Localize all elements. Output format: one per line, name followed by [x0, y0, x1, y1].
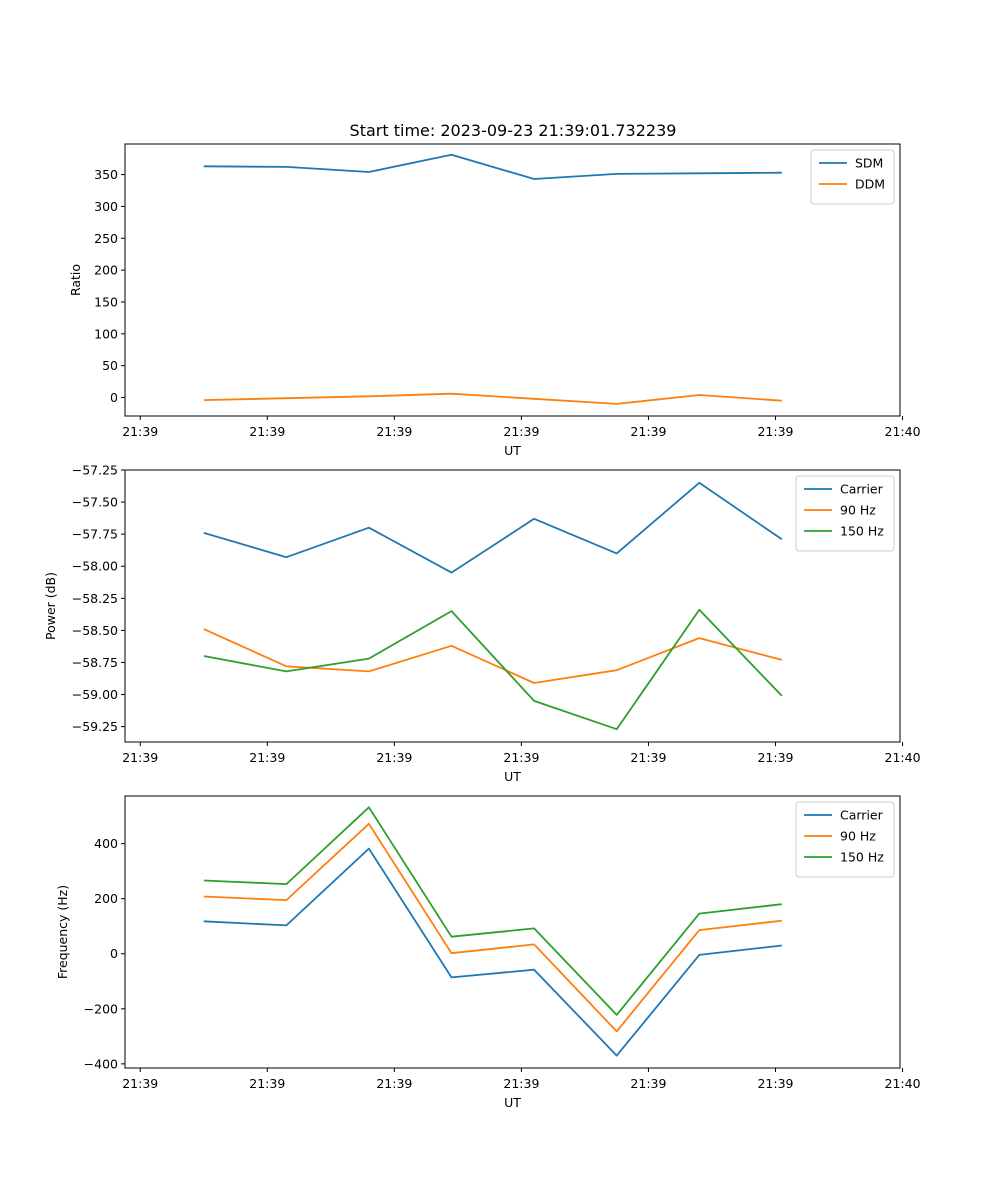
- frequency-x-tick-label: 21:40: [885, 1076, 921, 1091]
- frequency-legend-label-carrier: Carrier: [840, 808, 884, 823]
- power-x-tick-label: 21:40: [885, 750, 921, 765]
- power-y-tick-label: −57.25: [72, 463, 118, 478]
- frequency-y-tick-label: 0: [110, 946, 118, 961]
- ratio-y-tick-label: 0: [110, 390, 118, 405]
- ratio-x-tick-label: 21:40: [885, 424, 921, 439]
- frequency-x-tick-label: 21:39: [122, 1076, 158, 1091]
- ratio-legend-label-sdm: SDM: [855, 156, 883, 171]
- power-y-tick-label: −59.00: [72, 687, 118, 702]
- ratio-y-tick-label: 150: [94, 294, 118, 309]
- power-legend-label-90-hz: 90 Hz: [840, 503, 876, 518]
- power-series-90-hz-line: [203, 628, 783, 684]
- ratio-x-tick-label: 21:39: [122, 424, 158, 439]
- ratio-y-tick-label: 250: [94, 231, 118, 246]
- frequency-y-axis-label: Frequency (Hz): [55, 885, 70, 979]
- frequency-y-tick-label: −400: [84, 1056, 118, 1071]
- power-x-tick-label: 21:39: [630, 750, 666, 765]
- ratio-x-tick-label: 21:39: [630, 424, 666, 439]
- frequency-series-90-hz-line: [203, 822, 782, 1033]
- ratio-x-tick-label: 21:39: [503, 424, 539, 439]
- ratio-y-tick-label: 300: [94, 199, 118, 214]
- frequency-panel: 21:39 21:39 21:39 21:39 21:39 21:39 21:40 −400 −…: [55, 795, 921, 1110]
- frequency-legend-label-150-hz: 150 Hz: [840, 850, 884, 865]
- power-y-tick-label: −57.75: [72, 527, 118, 542]
- frequency-x-tick-label: 21:39: [630, 1076, 666, 1091]
- frequency-y-tick-label: 200: [94, 891, 118, 906]
- frequency-x-tick-label: 21:39: [757, 1076, 793, 1091]
- frequency-plot-frame: [124, 795, 901, 1069]
- frequency-x-tick-label: 21:39: [503, 1076, 539, 1091]
- ratio-y-tick-label: 100: [94, 326, 118, 341]
- power-legend-label-carrier: Carrier: [840, 482, 884, 497]
- power-panel: 21:39 21:39 21:39 21:39 21:39 21:39 21:40 −57.2…: [43, 463, 921, 785]
- power-x-tick-label: 21:39: [757, 750, 793, 765]
- frequency-y-tick-label: −200: [84, 1001, 118, 1016]
- power-x-tick-label: 21:39: [503, 750, 539, 765]
- power-series-carrier-line: [203, 481, 783, 574]
- power-y-axis-label: Power (dB): [43, 572, 58, 640]
- power-x-tick-label: 21:39: [122, 750, 158, 765]
- ratio-y-tick-label: 350: [94, 167, 118, 182]
- power-legend-label-150-hz: 150 Hz: [840, 524, 884, 539]
- power-y-tick-label: −57.50: [72, 495, 118, 510]
- power-y-tick-label: −58.50: [72, 623, 118, 638]
- power-x-axis-label: UT: [504, 769, 521, 784]
- power-y-tick-label: −58.25: [72, 591, 118, 606]
- frequency-x-tick-label: 21:39: [376, 1076, 412, 1091]
- ratio-x-tick-label: 21:39: [757, 424, 793, 439]
- frequency-series-carrier-line: [203, 847, 782, 1057]
- power-legend: [795, 475, 895, 552]
- power-y-tick-label: −58.00: [72, 559, 118, 574]
- frequency-x-tick-label: 21:39: [249, 1076, 285, 1091]
- figure-title: Start time: 2023-09-23 21:39:01.732239: [350, 121, 677, 140]
- power-x-tick-label: 21:39: [376, 750, 412, 765]
- frequency-series-150-hz-line: [203, 806, 782, 1016]
- ratio-plot-frame: [124, 143, 901, 417]
- ratio-panel: 21:39 21:39 21:39 21:39 21:39 21:39 21:40 0 50 10…: [68, 143, 921, 458]
- ratio-y-axis-label: Ratio: [68, 264, 83, 296]
- ratio-series-sdm-line: [203, 153, 782, 180]
- power-series-150-hz-line: [203, 608, 783, 731]
- power-y-tick-label: −59.25: [72, 719, 118, 734]
- frequency-legend-label-90-hz: 90 Hz: [840, 829, 876, 844]
- ratio-x-tick-label: 21:39: [376, 424, 412, 439]
- ratio-x-tick-label: 21:39: [249, 424, 285, 439]
- power-plot-frame: [124, 469, 901, 743]
- ratio-series-ddm-line: [203, 392, 782, 405]
- ratio-y-tick-label: 50: [102, 358, 118, 373]
- frequency-y-tick-label: 400: [94, 836, 118, 851]
- ratio-x-axis-label: UT: [504, 443, 521, 458]
- frequency-legend: [795, 801, 895, 878]
- power-y-tick-label: −58.75: [72, 655, 118, 670]
- ratio-y-tick-label: 200: [94, 263, 118, 278]
- power-x-tick-label: 21:39: [249, 750, 285, 765]
- ratio-legend-label-ddm: DDM: [855, 177, 885, 192]
- frequency-x-axis-label: UT: [504, 1095, 521, 1110]
